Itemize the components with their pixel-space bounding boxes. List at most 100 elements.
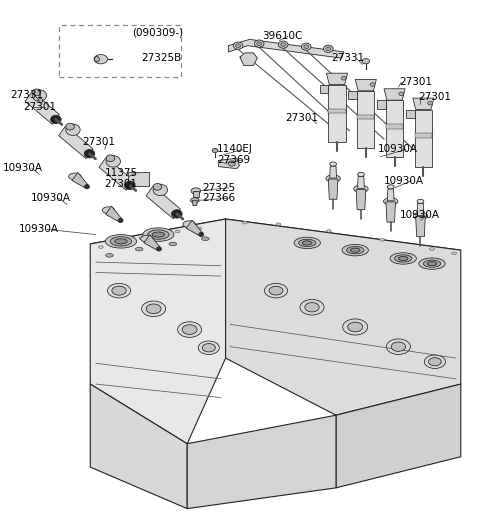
Ellipse shape [148, 230, 169, 239]
Ellipse shape [330, 162, 336, 166]
Polygon shape [387, 189, 394, 201]
Ellipse shape [419, 258, 445, 269]
Polygon shape [358, 176, 364, 188]
Ellipse shape [106, 254, 113, 257]
Ellipse shape [242, 221, 247, 224]
Ellipse shape [69, 173, 81, 180]
Ellipse shape [212, 148, 218, 153]
Ellipse shape [341, 76, 346, 80]
Ellipse shape [398, 256, 408, 261]
Text: 27301: 27301 [419, 91, 452, 102]
Text: 27331: 27331 [331, 53, 364, 63]
Ellipse shape [429, 358, 441, 366]
Ellipse shape [182, 325, 197, 334]
Text: 10930A: 10930A [384, 175, 424, 186]
Polygon shape [417, 203, 424, 215]
Ellipse shape [169, 242, 177, 246]
Polygon shape [25, 91, 60, 125]
Polygon shape [330, 166, 336, 178]
Ellipse shape [417, 199, 424, 203]
Ellipse shape [178, 322, 202, 337]
Ellipse shape [95, 57, 99, 62]
Ellipse shape [300, 299, 324, 315]
Polygon shape [328, 108, 346, 113]
Ellipse shape [380, 238, 384, 241]
Ellipse shape [197, 227, 202, 229]
Polygon shape [144, 235, 160, 251]
Ellipse shape [115, 239, 127, 244]
Ellipse shape [390, 253, 416, 264]
Ellipse shape [305, 303, 319, 312]
Polygon shape [90, 219, 226, 444]
Text: 10930A: 10930A [19, 224, 59, 235]
Ellipse shape [191, 198, 199, 203]
Ellipse shape [294, 237, 321, 249]
Ellipse shape [94, 54, 108, 64]
Polygon shape [336, 384, 461, 488]
Ellipse shape [139, 237, 144, 240]
Polygon shape [356, 189, 366, 210]
Ellipse shape [143, 228, 174, 241]
Ellipse shape [175, 230, 180, 233]
Ellipse shape [384, 198, 398, 205]
Text: 1140EJ: 1140EJ [217, 144, 253, 155]
Ellipse shape [135, 247, 143, 251]
Ellipse shape [362, 59, 370, 64]
Text: 27369: 27369 [217, 155, 250, 165]
Text: 10930A: 10930A [399, 210, 439, 220]
Ellipse shape [199, 233, 204, 237]
Ellipse shape [153, 184, 162, 190]
Polygon shape [384, 89, 405, 100]
Ellipse shape [386, 339, 410, 354]
Ellipse shape [32, 90, 47, 101]
Ellipse shape [350, 248, 360, 252]
Ellipse shape [124, 181, 135, 189]
Polygon shape [415, 133, 432, 138]
Ellipse shape [276, 223, 281, 226]
Ellipse shape [98, 245, 103, 249]
Polygon shape [99, 157, 133, 190]
Ellipse shape [413, 212, 428, 220]
Ellipse shape [202, 237, 209, 241]
Ellipse shape [395, 255, 412, 262]
Polygon shape [90, 384, 187, 509]
Ellipse shape [183, 221, 195, 227]
Text: 10930A: 10930A [31, 193, 71, 203]
Polygon shape [386, 202, 396, 222]
Ellipse shape [348, 322, 363, 332]
Polygon shape [386, 100, 403, 157]
Ellipse shape [228, 161, 235, 166]
Ellipse shape [428, 101, 432, 105]
Ellipse shape [326, 47, 331, 51]
Ellipse shape [198, 341, 219, 354]
Polygon shape [357, 91, 374, 148]
Ellipse shape [142, 301, 166, 317]
Polygon shape [146, 186, 180, 219]
Ellipse shape [326, 175, 340, 182]
Ellipse shape [269, 286, 283, 295]
Text: 10930A: 10930A [3, 163, 43, 173]
Polygon shape [72, 172, 88, 188]
Ellipse shape [106, 155, 115, 161]
Ellipse shape [106, 156, 120, 167]
Ellipse shape [427, 262, 437, 266]
Ellipse shape [281, 43, 286, 46]
Polygon shape [59, 126, 93, 159]
Ellipse shape [108, 283, 131, 298]
Polygon shape [192, 200, 197, 206]
Ellipse shape [191, 188, 201, 194]
Text: 27366: 27366 [203, 193, 236, 203]
Text: (090309-): (090309-) [132, 27, 183, 37]
Ellipse shape [452, 252, 456, 255]
Ellipse shape [233, 42, 243, 49]
Ellipse shape [423, 260, 441, 267]
Ellipse shape [347, 247, 364, 254]
Polygon shape [386, 124, 403, 129]
Ellipse shape [430, 248, 434, 251]
Ellipse shape [424, 355, 445, 368]
Polygon shape [187, 415, 336, 509]
Ellipse shape [370, 83, 375, 86]
Ellipse shape [171, 210, 182, 218]
Polygon shape [377, 100, 386, 109]
Polygon shape [413, 98, 434, 110]
